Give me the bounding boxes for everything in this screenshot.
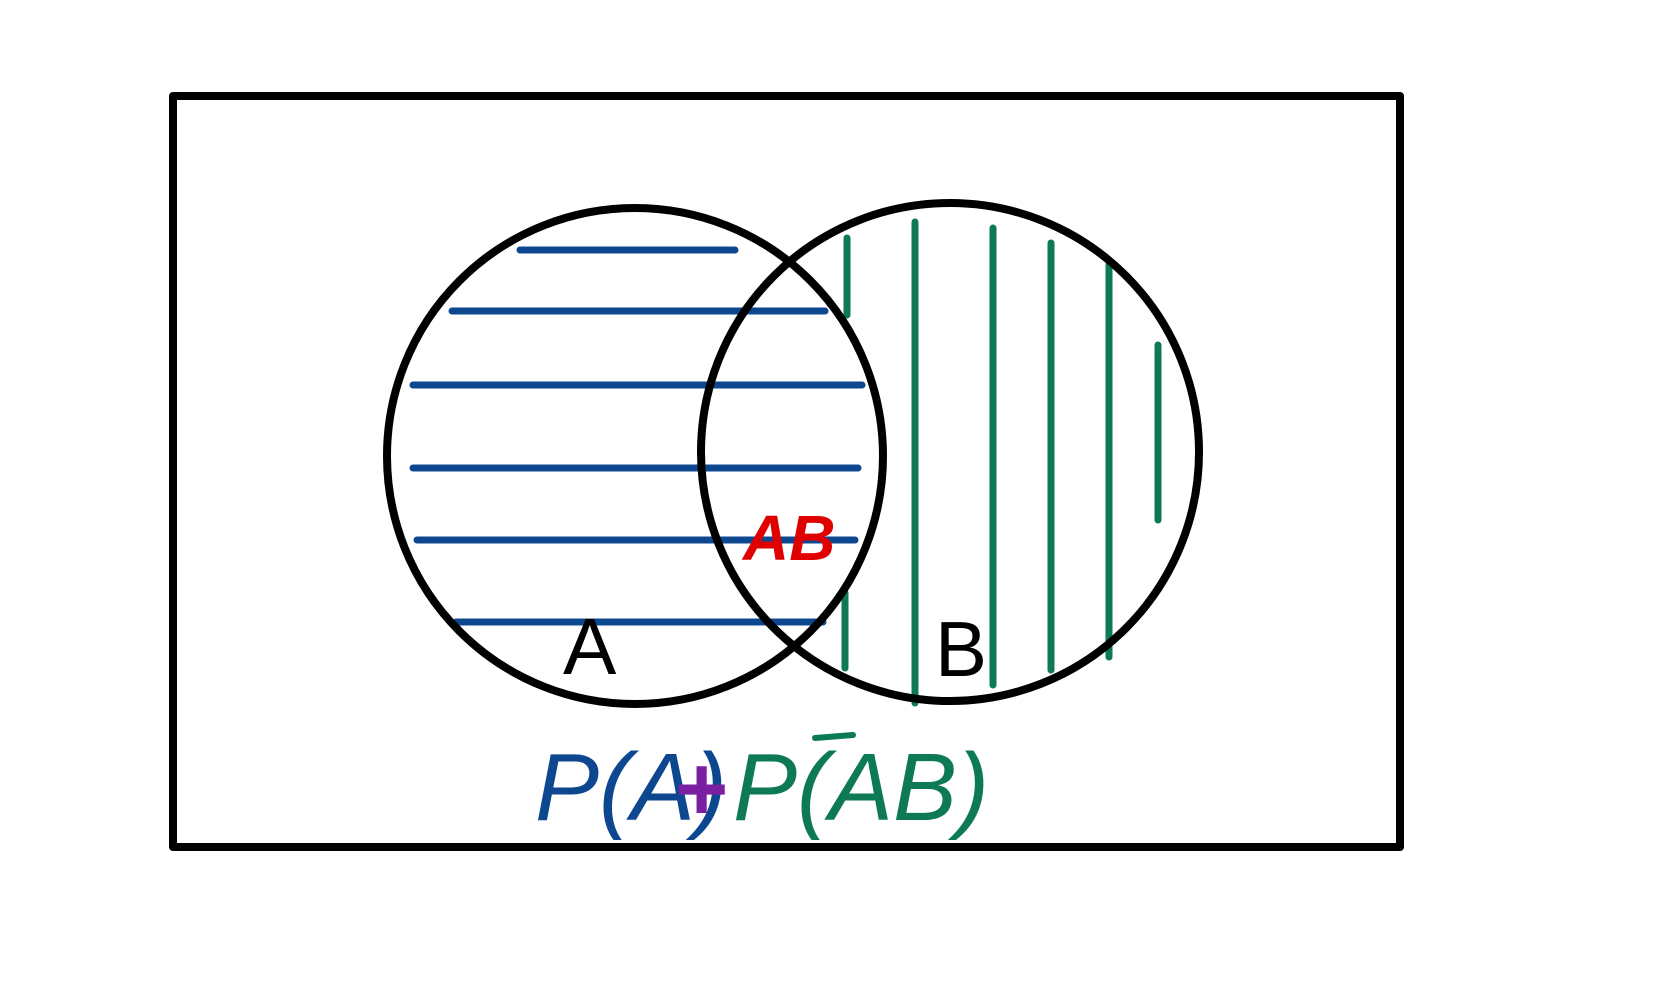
set-a-label: A (563, 602, 617, 691)
formula-b-close: B) (893, 734, 989, 841)
set-a-hatching (409, 246, 866, 626)
formula: P(A) + P(AB) (535, 732, 989, 841)
set-b-label: B (935, 605, 987, 693)
formula-term-p-abar-b: P(AB) (733, 734, 989, 841)
formula-p-open: P( (733, 734, 838, 841)
formula-complement-bar (812, 732, 856, 741)
formula-a-complement: A (824, 734, 893, 841)
formula-plus: + (673, 738, 727, 840)
intersection-label: AB (741, 502, 835, 574)
formula-term-p-a: P(A) (535, 734, 727, 841)
universe-rectangle (169, 92, 1404, 851)
set-b-hatching (841, 218, 1162, 707)
set-b-circle (697, 199, 1203, 705)
set-a-circle (383, 204, 887, 708)
